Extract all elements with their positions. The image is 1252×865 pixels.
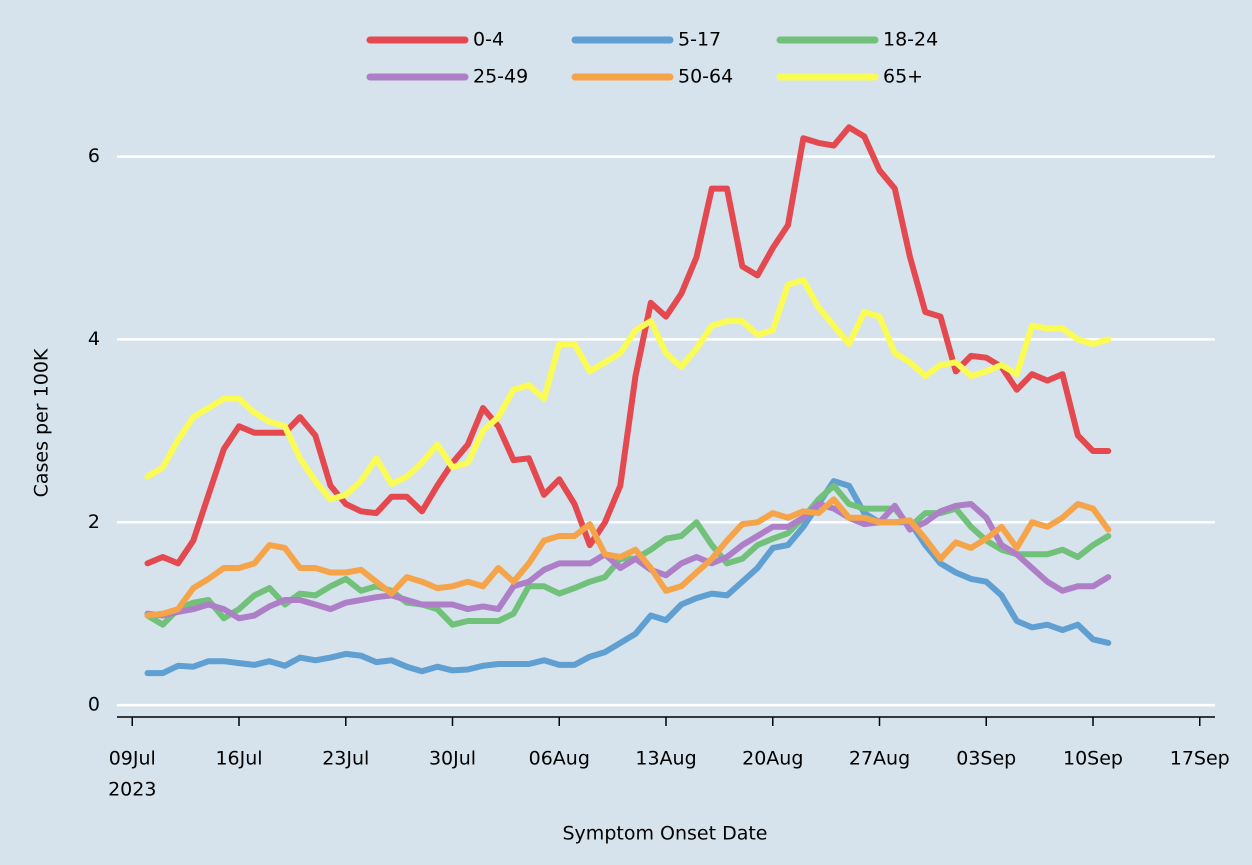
x-tick-label: 09Jul: [109, 748, 156, 770]
x-tick-year: 2023: [108, 779, 156, 801]
data-line: [144, 501, 1112, 622]
y-tick-label: 2: [88, 511, 100, 533]
data-line: [144, 496, 1112, 619]
x-tick-label: 23Jul: [322, 748, 369, 770]
x-tick-label: 27Aug: [849, 748, 910, 770]
data-line: [144, 124, 1112, 567]
legend-label: 65+: [883, 66, 923, 88]
x-axis-label: Symptom Onset Date: [563, 823, 768, 845]
legend-label: 18-24: [883, 29, 938, 51]
x-tick-label: 16Jul: [215, 748, 262, 770]
x-tick-label: 20Aug: [742, 748, 803, 770]
x-tick-label: 13Aug: [635, 748, 696, 770]
x-tick-label: 03Sep: [956, 748, 1016, 770]
data-line: [144, 478, 1112, 677]
legend-label: 5-17: [678, 29, 721, 51]
y-axis-label: Cases per 100K: [31, 348, 53, 497]
x-tick-label: 06Aug: [529, 748, 590, 770]
x-tick-label: 17Sep: [1170, 748, 1230, 770]
x-tick-label: 10Sep: [1063, 748, 1123, 770]
legend-label: 25-49: [473, 66, 528, 88]
legend-label: 0-4: [473, 29, 504, 51]
y-tick-label: 0: [88, 694, 100, 716]
y-tick-label: 4: [88, 328, 100, 350]
y-tick-label: 6: [88, 145, 100, 167]
data-line: [144, 277, 1112, 503]
x-tick-label: 30Jul: [429, 748, 476, 770]
legend-label: 50-64: [678, 66, 733, 88]
